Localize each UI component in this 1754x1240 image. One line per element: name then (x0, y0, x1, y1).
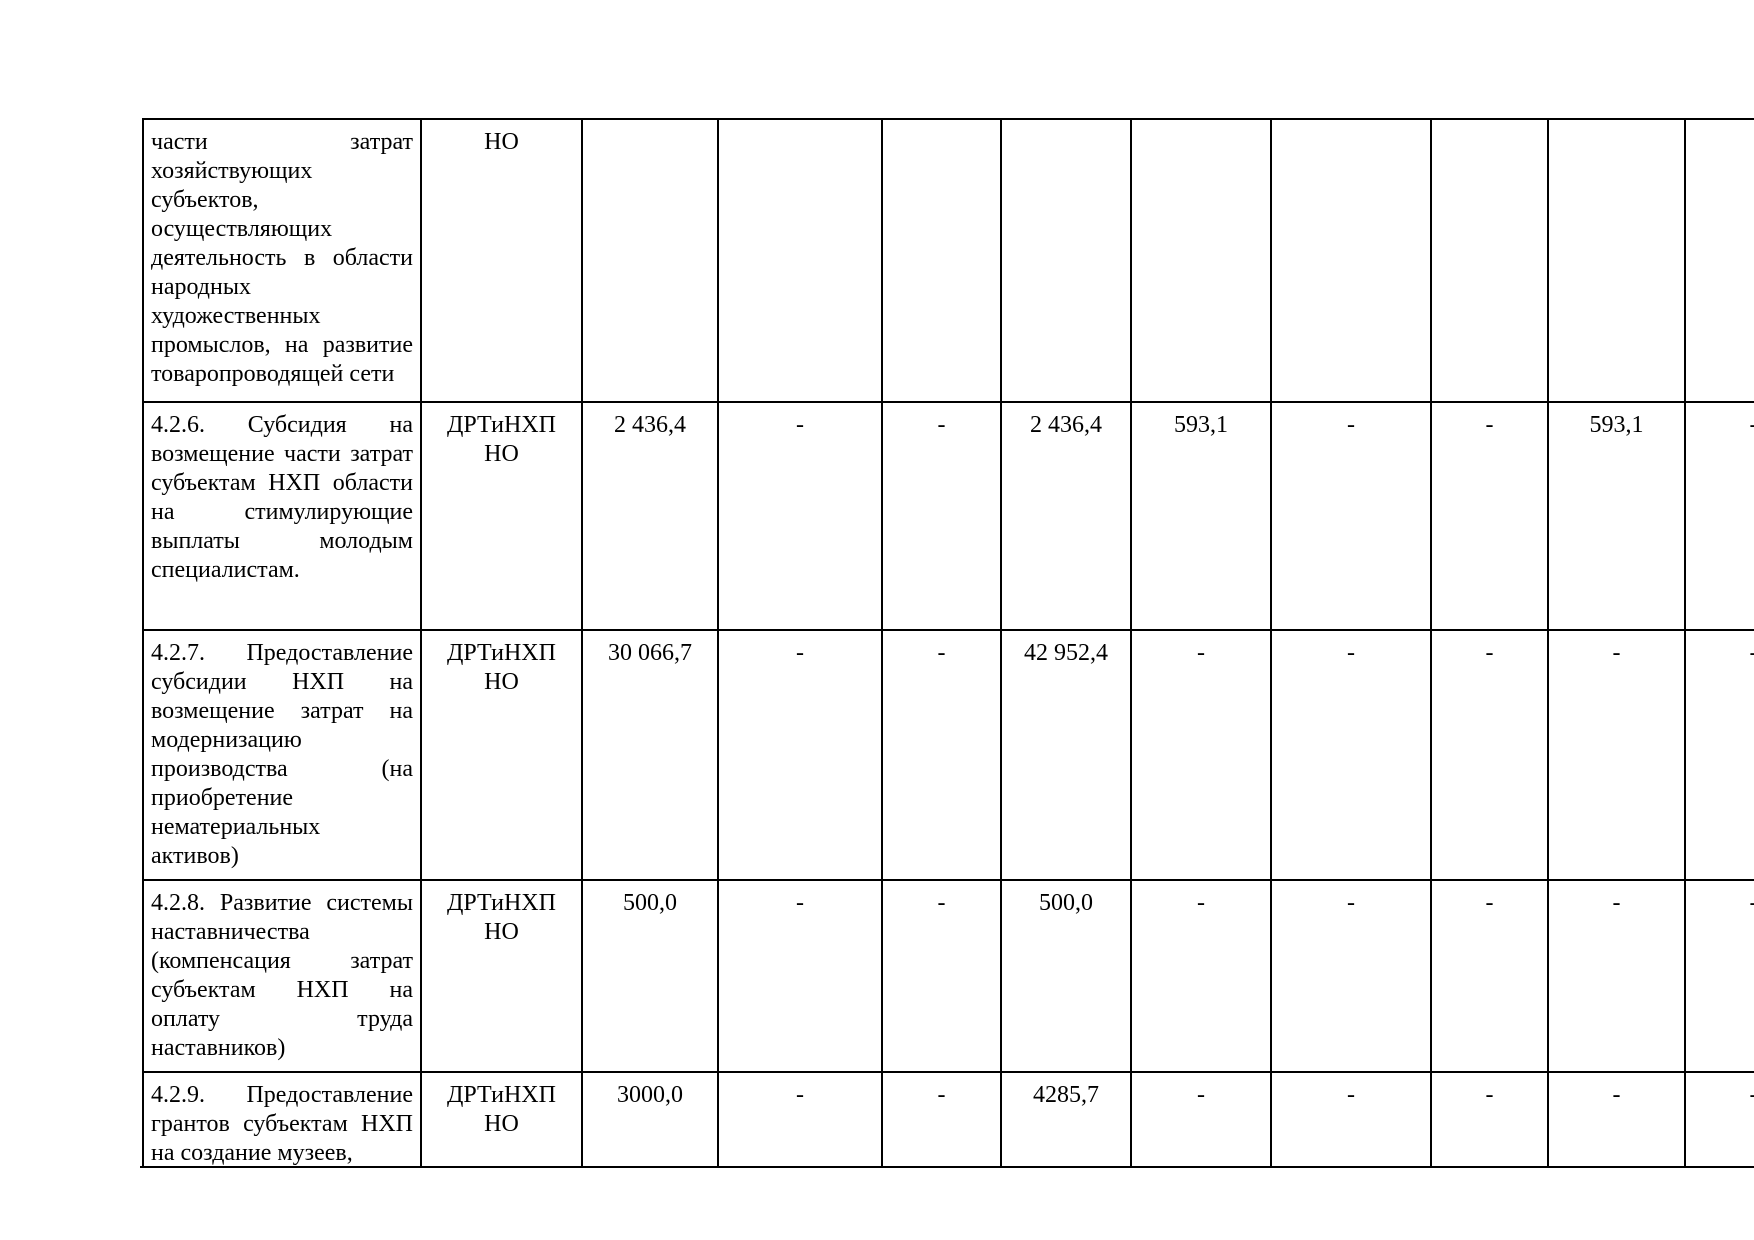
value-cell: - (1547, 1071, 1686, 1166)
value-cell: - (1684, 1071, 1754, 1166)
value-cell: - (1547, 879, 1686, 1073)
value-cell (1430, 118, 1549, 403)
description-cell: части затрат хозяйствующих субъектов, ос… (142, 118, 422, 403)
value-cell: 593,1 (1130, 401, 1272, 631)
value-cell: - (717, 1071, 883, 1166)
value-cell: - (1270, 401, 1432, 631)
value-cell: 500,0 (581, 879, 719, 1073)
description-cell: 4.2.9. Предоставление грантов субъектам … (142, 1071, 422, 1166)
table-viewport: части затрат хозяйствующих субъектов, ос… (140, 116, 1754, 1168)
value-cell: 593,1 (1547, 401, 1686, 631)
value-cell: - (1130, 1071, 1272, 1166)
value-cell: - (1130, 629, 1272, 881)
value-cell: 500,0 (1000, 879, 1132, 1073)
value-cell (1547, 118, 1686, 403)
table-row: 4.2.6. Субсидия на возмещение части затр… (142, 401, 1754, 631)
value-cell (881, 118, 1002, 403)
executor-cell: ДРТиНХП НО (420, 401, 583, 631)
table-row: 4.2.7. Предоставление субсидии НХП на во… (142, 629, 1754, 881)
value-cell: 30 066,7 (581, 629, 719, 881)
value-cell (581, 118, 719, 403)
value-cell: - (1430, 401, 1549, 631)
value-cell: - (1130, 879, 1272, 1073)
value-cell: - (1430, 879, 1549, 1073)
value-cell: - (881, 401, 1002, 631)
executor-cell: ДРТиНХП НО (420, 1071, 583, 1166)
table-row: части затрат хозяйствующих субъектов, ос… (142, 118, 1754, 403)
value-cell: - (717, 879, 883, 1073)
value-cell: - (881, 879, 1002, 1073)
value-cell: - (1430, 1071, 1549, 1166)
value-cell: - (1684, 879, 1754, 1073)
value-cell: - (1270, 879, 1432, 1073)
value-cell: 42 952,4 (1000, 629, 1132, 881)
table-row: 4.2.9. Предоставление грантов субъектам … (142, 1071, 1754, 1166)
value-cell: - (881, 1071, 1002, 1166)
value-cell: - (1547, 629, 1686, 881)
value-cell (1270, 118, 1432, 403)
value-cell (1000, 118, 1132, 403)
executor-cell: НО (420, 118, 583, 403)
executor-cell: ДРТиНХП НО (420, 879, 583, 1073)
budget-table: части затрат хозяйствующих субъектов, ос… (142, 118, 1754, 1166)
value-cell (717, 118, 883, 403)
value-cell: - (1270, 1071, 1432, 1166)
value-cell: - (1270, 629, 1432, 881)
table-row: 4.2.8. Развитие системы наставничества (… (142, 879, 1754, 1073)
value-cell (1684, 118, 1754, 403)
description-cell: 4.2.6. Субсидия на возмещение части затр… (142, 401, 422, 631)
value-cell: - (717, 629, 883, 881)
description-cell: 4.2.7. Предоставление субсидии НХП на во… (142, 629, 422, 881)
value-cell: - (881, 629, 1002, 881)
value-cell: 2 436,4 (1000, 401, 1132, 631)
value-cell: 3000,0 (581, 1071, 719, 1166)
value-cell: 4285,7 (1000, 1071, 1132, 1166)
value-cell: - (1684, 401, 1754, 631)
value-cell: 2 436,4 (581, 401, 719, 631)
value-cell (1130, 118, 1272, 403)
value-cell: - (717, 401, 883, 631)
executor-cell: ДРТиНХП НО (420, 629, 583, 881)
value-cell: - (1430, 629, 1549, 881)
value-cell: - (1684, 629, 1754, 881)
description-cell: 4.2.8. Развитие системы наставничества (… (142, 879, 422, 1073)
